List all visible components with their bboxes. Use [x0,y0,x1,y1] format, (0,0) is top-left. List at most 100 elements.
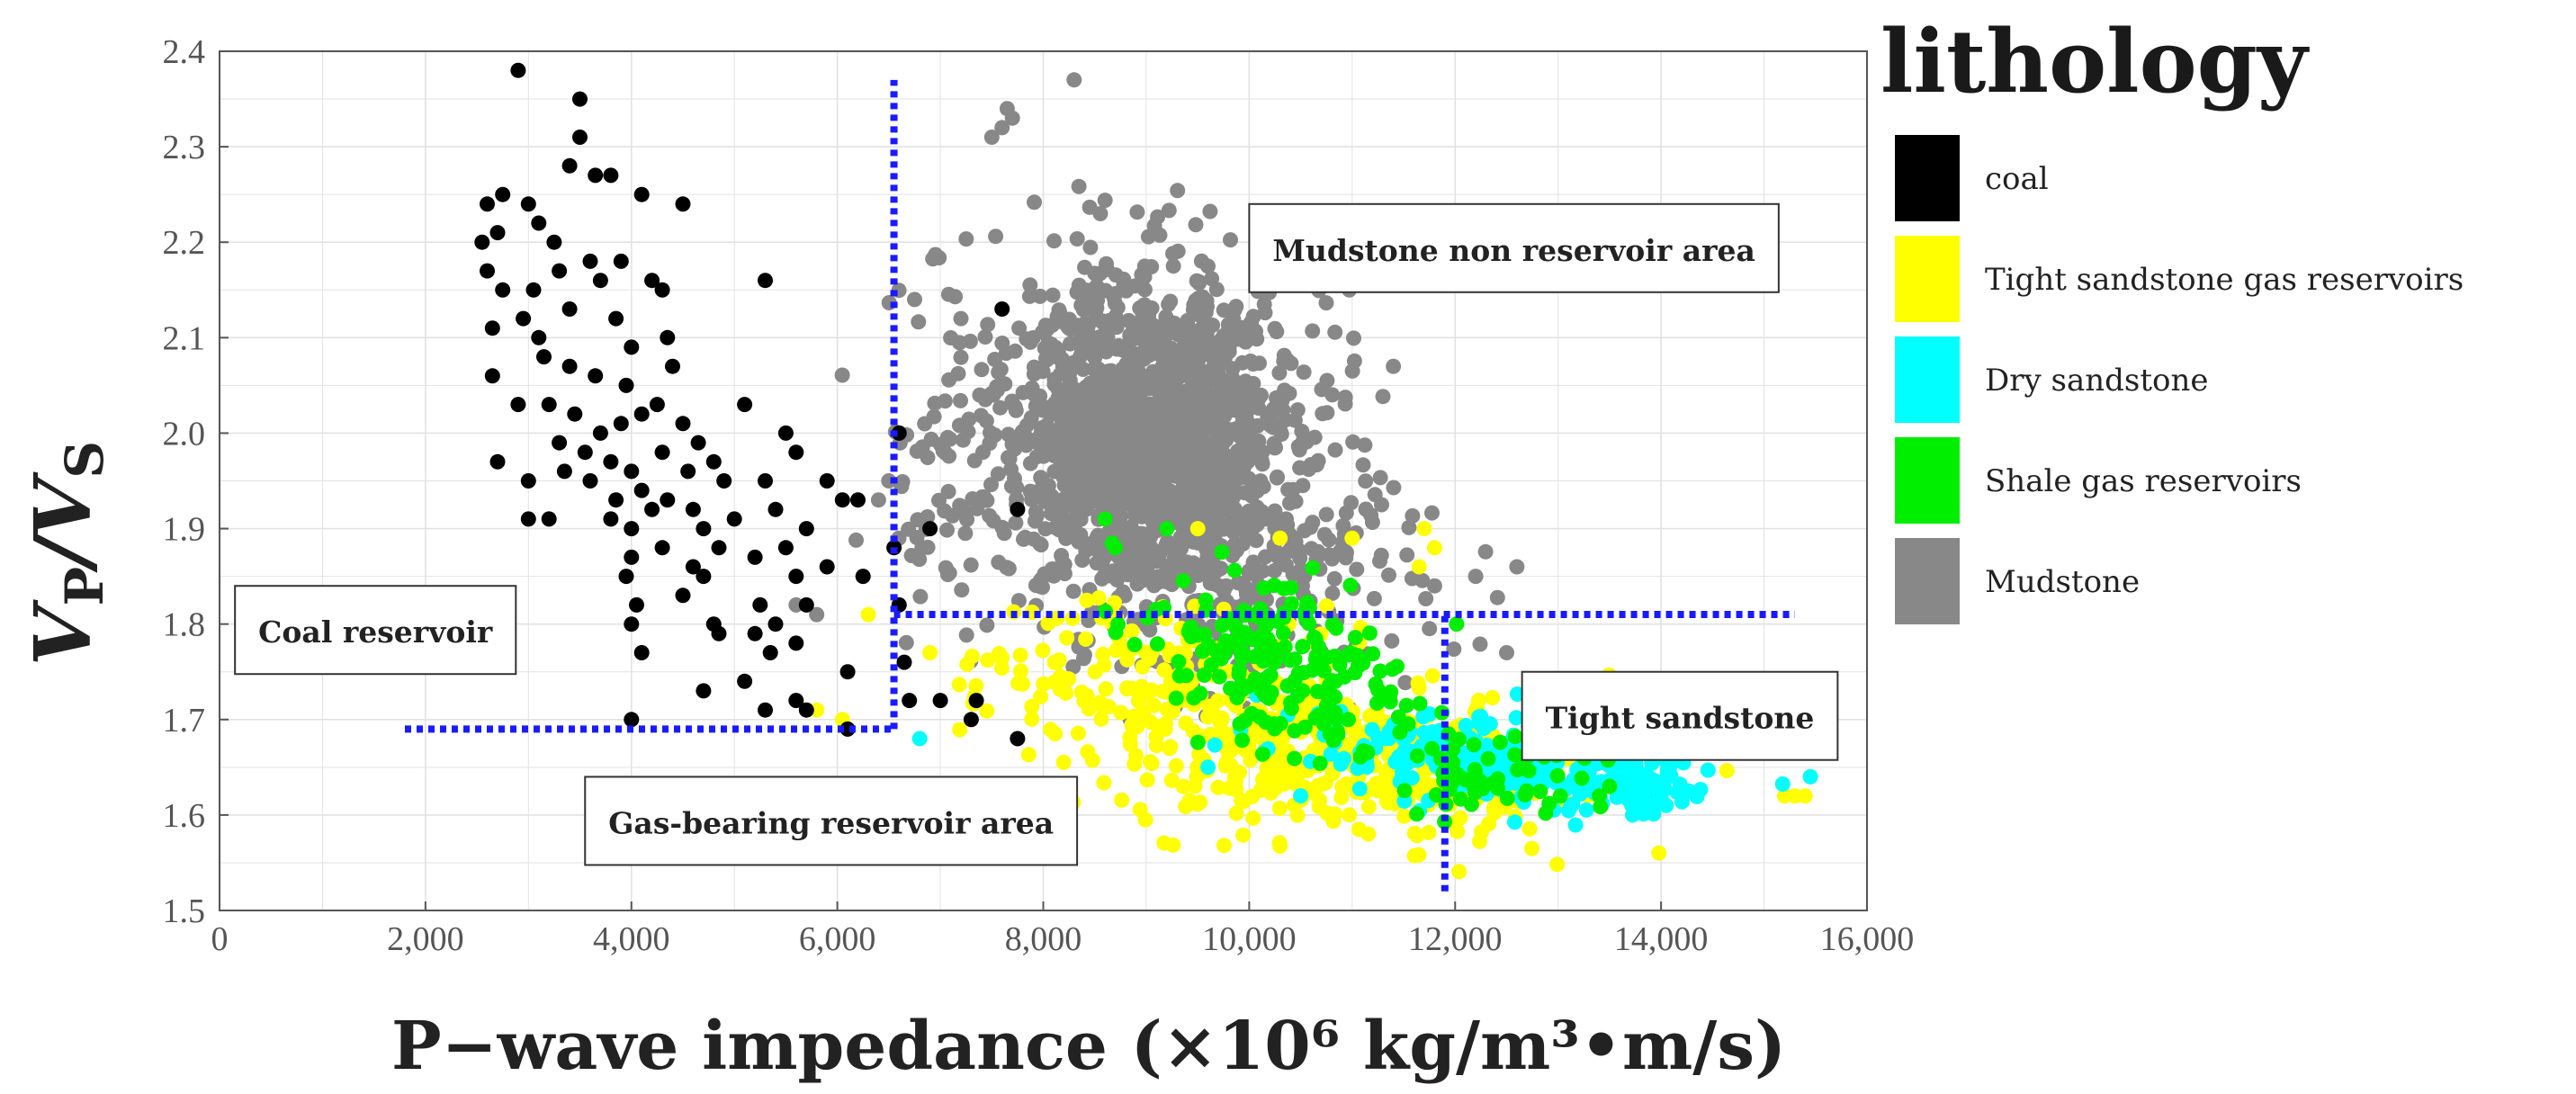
data-point [1574,770,1590,786]
data-point [1626,761,1642,777]
data-point [1238,401,1254,417]
data-point [1171,369,1188,385]
data-point [1214,544,1230,560]
data-point [1160,354,1176,370]
data-point [951,677,967,693]
legend-label: Shale gas reservoirs [1985,463,2302,499]
data-point [855,569,871,585]
data-point [1409,748,1425,764]
data-point [1022,334,1038,350]
data-point [541,511,557,527]
data-point [1250,725,1266,741]
data-point [1046,233,1062,249]
data-point [1218,578,1234,594]
data-point [798,596,814,613]
data-point [552,435,568,451]
data-point [1324,551,1340,567]
data-point [1189,759,1206,776]
data-point [1249,516,1265,533]
data-point [850,492,866,508]
data-point [633,186,650,202]
data-point [1019,435,1035,451]
data-point [980,652,996,668]
data-point [941,448,957,464]
data-point [1370,682,1386,698]
data-point [1046,674,1063,690]
data-point [1381,567,1396,583]
data-point [1055,352,1071,367]
data-point [1146,218,1162,234]
data-point [994,301,1010,317]
data-point [1272,530,1288,546]
data-point [520,511,536,527]
data-point [1549,767,1566,784]
data-point [1472,773,1488,789]
data-point [1165,507,1181,523]
data-point [1070,725,1086,741]
data-point [1074,382,1091,398]
data-point [1360,826,1377,842]
data-point [1277,771,1293,787]
data-point [1318,295,1334,311]
data-point [1424,740,1441,757]
data-point [1164,704,1180,720]
data-point [1275,547,1290,563]
data-point [758,273,773,289]
data-point [1658,797,1674,813]
data-point [1480,750,1496,767]
data-point [1295,478,1311,494]
data-point [1223,680,1239,696]
data-point [624,616,640,632]
data-point [1149,636,1165,652]
data-point [1345,434,1361,450]
data-point [561,358,578,374]
data-point [582,253,598,269]
data-point [1521,763,1537,779]
data-point [1339,776,1355,792]
data-point [1491,751,1507,767]
data-point [977,329,993,345]
data-point [1105,492,1121,508]
data-point [1092,206,1108,221]
data-point [1100,444,1116,460]
data-point [561,301,578,317]
data-point [1078,336,1094,352]
data-point [777,425,794,441]
data-point [953,392,968,408]
data-point [1231,666,1247,682]
data-point [891,425,907,441]
data-point [982,507,998,524]
data-point [1216,302,1232,318]
data-point [1339,544,1354,560]
data-point [752,596,768,613]
threshold-lines [404,79,1795,892]
data-point [987,352,1003,367]
data-point [1093,494,1109,509]
data-point [1210,366,1226,382]
data-point [1166,447,1182,463]
data-point [1064,610,1081,626]
data-point [1190,290,1207,306]
data-point [1344,363,1360,379]
data-point [1549,856,1566,873]
data-point [531,215,547,231]
data-point [1245,810,1261,826]
data-point [1228,299,1244,315]
data-point [1007,441,1023,457]
data-point [1032,572,1048,588]
data-point [1422,621,1438,637]
data-point [552,263,568,279]
data-point [1110,337,1126,354]
data-point [1200,759,1216,776]
data-point [1210,693,1225,709]
data-point [1094,698,1110,714]
data-point [1071,178,1087,194]
data-point [1477,543,1494,560]
data-point [1026,386,1042,402]
annotation-box [234,585,517,676]
data-point [1129,406,1145,422]
data-point [1139,772,1155,788]
data-point [991,554,1007,570]
data-point [1197,667,1212,683]
data-point [1507,814,1522,830]
